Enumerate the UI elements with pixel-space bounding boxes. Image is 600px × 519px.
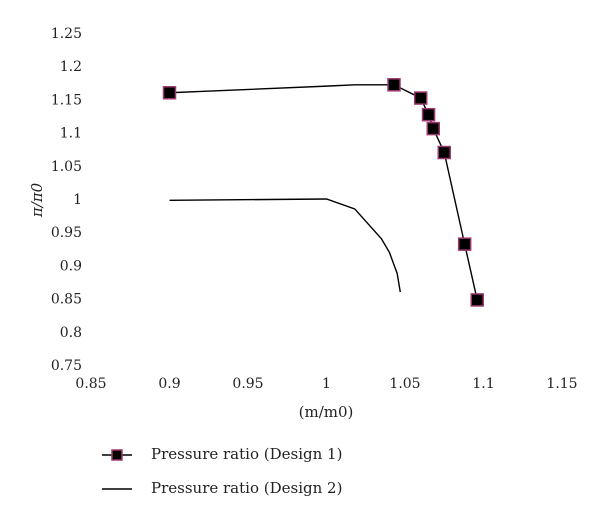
- y-tick-label: 1.15: [51, 92, 82, 108]
- x-tick-label: 1.15: [546, 376, 577, 392]
- y-tick-label: 1.05: [51, 159, 82, 175]
- data-point-design-1: [470, 293, 484, 307]
- data-point-design-1: [426, 121, 441, 136]
- data-point-design-1: [387, 78, 401, 92]
- y-tick-label: 1.1: [60, 126, 82, 142]
- data-point-design-1: [421, 107, 436, 122]
- data-point-design-1: [457, 237, 472, 251]
- y-tick-label: 0.95: [51, 225, 82, 241]
- y-tick-label: 1: [73, 192, 82, 208]
- x-tick-label: 0.9: [158, 376, 180, 392]
- x-tick-label: 0.95: [232, 376, 263, 392]
- y-tick-label: 1.25: [51, 26, 82, 42]
- legend-label-design-2: Pressure ratio (Design 2): [151, 479, 343, 497]
- y-tick-label: 0.9: [60, 258, 82, 274]
- x-tick-label: 1.05: [389, 376, 420, 392]
- x-tick-label: 1: [322, 376, 331, 392]
- y-tick-label: 0.75: [51, 358, 82, 374]
- x-axis-label: (m/m0): [299, 403, 354, 421]
- data-point-design-1: [413, 91, 428, 105]
- y-tick-label: 0.85: [51, 292, 82, 308]
- data-point-design-1: [162, 86, 177, 100]
- legend-marker-design-1: [111, 449, 123, 461]
- x-tick-label: 1.1: [472, 376, 494, 392]
- y-tick-label: 0.8: [60, 325, 82, 341]
- series-line-design-2: [169, 198, 401, 293]
- legend: [102, 449, 132, 490]
- data-point-design-1: [437, 145, 451, 160]
- legend-label-design-1: Pressure ratio (Design 1): [151, 445, 343, 463]
- x-tick-label: 0.85: [75, 376, 106, 392]
- y-axis-label: π/π0: [28, 182, 46, 218]
- y-tick-label: 1.2: [60, 59, 82, 75]
